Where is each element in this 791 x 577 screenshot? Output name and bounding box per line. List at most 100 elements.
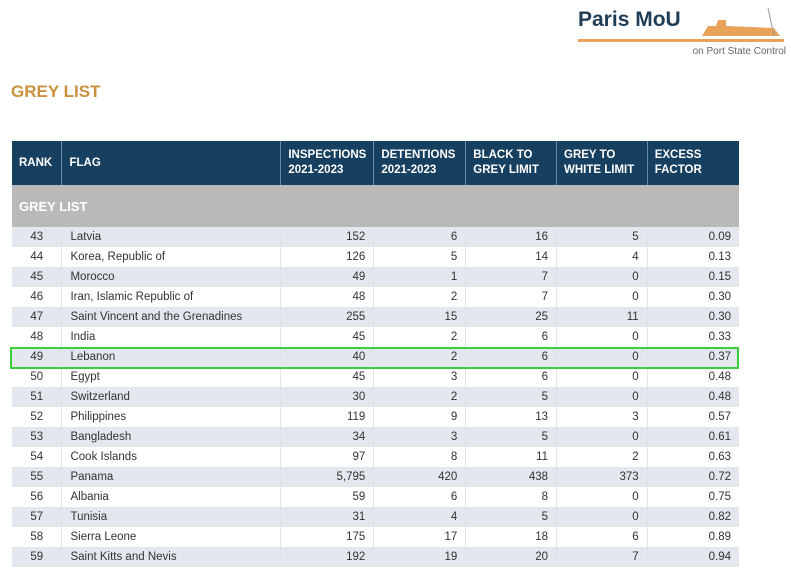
header-row: RANK FLAG INSPECTIONS 2021-2023 DETENTION… <box>12 141 739 185</box>
cell-rank: 54 <box>12 447 63 467</box>
paris-mou-logo: Paris MoU on Port State Control <box>576 6 786 58</box>
cell-inspections: 34 <box>280 427 375 447</box>
table-row: 43 Latvia 152 6 16 5 0.09 <box>12 227 739 247</box>
cell-grey-to-white-limit: 0 <box>556 267 648 287</box>
cell-excess-factor: 0.72 <box>647 467 739 487</box>
cell-inspections: 255 <box>280 307 375 327</box>
header-grey-to-white: GREY TO WHITE LIMIT <box>556 141 648 185</box>
cell-black-to-grey-limit: 8 <box>465 487 558 507</box>
cell-grey-to-white-limit: 0 <box>556 287 648 307</box>
header-inspections: INSPECTIONS 2021-2023 <box>280 141 375 185</box>
cell-black-to-grey-limit: 5 <box>465 427 558 447</box>
table-row: 44 Korea, Republic of 126 5 14 4 0.13 <box>12 247 739 267</box>
cell-excess-factor: 0.48 <box>647 387 739 407</box>
page-title: GREY LIST <box>11 82 101 101</box>
cell-rank: 50 <box>12 367 63 387</box>
cell-inspections: 31 <box>280 507 375 527</box>
header-detentions: DETENTIONS 2021-2023 <box>373 141 467 185</box>
cell-rank: 53 <box>12 427 63 447</box>
cell-rank: 56 <box>12 487 63 507</box>
cell-black-to-grey-limit: 6 <box>465 347 558 367</box>
cell-excess-factor: 0.89 <box>647 527 739 547</box>
table-row: 49 Lebanon 40 2 6 0 0.37 <box>12 347 739 367</box>
table-row: 59 Saint Kitts and Nevis 192 19 20 7 0.94 <box>12 547 739 567</box>
cell-flag: Latvia <box>61 227 282 247</box>
cell-inspections: 97 <box>280 447 375 467</box>
cell-black-to-grey-limit: 25 <box>465 307 558 327</box>
cell-black-to-grey-limit: 438 <box>465 467 558 487</box>
cell-flag: Switzerland <box>61 387 282 407</box>
cell-inspections: 59 <box>280 487 375 507</box>
cell-detentions: 4 <box>373 507 467 527</box>
cell-flag: Iran, Islamic Republic of <box>61 287 282 307</box>
cell-excess-factor: 0.33 <box>647 327 739 347</box>
cell-detentions: 6 <box>373 227 467 247</box>
table-row: 54 Cook Islands 97 8 11 2 0.63 <box>12 447 739 467</box>
header-black-to-grey: BLACK TO GREY LIMIT <box>465 141 558 185</box>
cell-grey-to-white-limit: 0 <box>556 507 648 527</box>
cell-flag: Sierra Leone <box>61 527 282 547</box>
cell-inspections: 30 <box>280 387 375 407</box>
cell-detentions: 3 <box>373 367 467 387</box>
cell-grey-to-white-limit: 6 <box>556 527 648 547</box>
table-row: 55 Panama 5,795 420 438 373 0.72 <box>12 467 739 487</box>
cell-rank: 59 <box>12 547 63 567</box>
cell-flag: Bangladesh <box>61 427 282 447</box>
table-row: 58 Sierra Leone 175 17 18 6 0.89 <box>12 527 739 547</box>
cell-flag: Albania <box>61 487 282 507</box>
cell-excess-factor: 0.94 <box>647 547 739 567</box>
cell-rank: 57 <box>12 507 63 527</box>
cell-black-to-grey-limit: 6 <box>465 367 558 387</box>
cell-detentions: 8 <box>373 447 467 467</box>
cell-grey-to-white-limit: 7 <box>556 547 648 567</box>
cell-black-to-grey-limit: 5 <box>465 387 558 407</box>
cell-detentions: 1 <box>373 267 467 287</box>
cell-excess-factor: 0.37 <box>647 347 739 367</box>
cell-grey-to-white-limit: 11 <box>556 307 648 327</box>
table-row: 46 Iran, Islamic Republic of 48 2 7 0 0.30 <box>12 287 739 307</box>
cell-rank: 43 <box>12 227 63 247</box>
cell-black-to-grey-limit: 6 <box>465 327 558 347</box>
cell-black-to-grey-limit: 7 <box>465 287 558 307</box>
header-excess-factor: EXCESS FACTOR <box>647 141 739 185</box>
cell-black-to-grey-limit: 7 <box>465 267 558 287</box>
cell-inspections: 175 <box>280 527 375 547</box>
cell-black-to-grey-limit: 11 <box>465 447 558 467</box>
cell-excess-factor: 0.61 <box>647 427 739 447</box>
cell-detentions: 6 <box>373 487 467 507</box>
cell-excess-factor: 0.09 <box>647 227 739 247</box>
cell-black-to-grey-limit: 14 <box>465 247 558 267</box>
cell-flag: Egypt <box>61 367 282 387</box>
cell-rank: 52 <box>12 407 63 427</box>
table-row: 48 India 45 2 6 0 0.33 <box>12 327 739 347</box>
cell-inspections: 45 <box>280 327 375 347</box>
cell-rank: 58 <box>12 527 63 547</box>
table-row: 51 Switzerland 30 2 5 0 0.48 <box>12 387 739 407</box>
cell-flag: Philippines <box>61 407 282 427</box>
cell-excess-factor: 0.30 <box>647 307 739 327</box>
cell-black-to-grey-limit: 13 <box>465 407 558 427</box>
cell-flag: Saint Vincent and the Grenadines <box>61 307 282 327</box>
table-row: 45 Morocco 49 1 7 0 0.15 <box>12 267 739 287</box>
cell-detentions: 2 <box>373 327 467 347</box>
cell-grey-to-white-limit: 0 <box>556 427 648 447</box>
cell-detentions: 3 <box>373 427 467 447</box>
cell-excess-factor: 0.57 <box>647 407 739 427</box>
cell-rank: 48 <box>12 327 63 347</box>
cell-detentions: 17 <box>373 527 467 547</box>
grey-list-band: GREY LIST <box>12 185 739 227</box>
cell-excess-factor: 0.63 <box>647 447 739 467</box>
cell-excess-factor: 0.48 <box>647 367 739 387</box>
cell-detentions: 2 <box>373 287 467 307</box>
cell-detentions: 5 <box>373 247 467 267</box>
cell-grey-to-white-limit: 0 <box>556 327 648 347</box>
cell-detentions: 15 <box>373 307 467 327</box>
cell-grey-to-white-limit: 0 <box>556 367 648 387</box>
cell-inspections: 45 <box>280 367 375 387</box>
cell-flag: Lebanon <box>61 347 282 367</box>
cell-rank: 55 <box>12 467 63 487</box>
cell-grey-to-white-limit: 4 <box>556 247 648 267</box>
header-rank: RANK <box>12 141 63 185</box>
cell-rank: 51 <box>12 387 63 407</box>
cell-detentions: 420 <box>373 467 467 487</box>
